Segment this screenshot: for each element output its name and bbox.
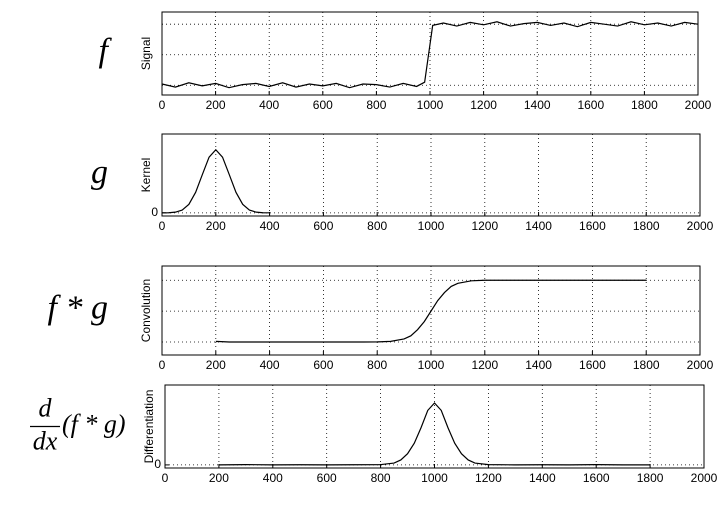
x-tick-label: 1800: [637, 471, 664, 485]
y-axis-label: Convolution: [139, 279, 153, 342]
x-tick-label: 200: [206, 219, 226, 233]
x-tick-label: 0: [162, 471, 169, 485]
x-tick-label: 1600: [579, 219, 606, 233]
x-tick-label: 400: [263, 471, 283, 485]
line-series: [161, 148, 270, 214]
line-series: [161, 21, 699, 89]
x-tick-label: 800: [366, 98, 386, 112]
x-tick-label: 0: [159, 358, 166, 372]
y-axis-label: Differentiation: [142, 390, 156, 464]
x-tick-label: 400: [260, 219, 280, 233]
x-tick-label: 2000: [687, 219, 714, 233]
x-tick-label: 2000: [685, 98, 712, 112]
x-tick-label: 1200: [471, 219, 498, 233]
x-tick-label: 1000: [421, 471, 448, 485]
x-tick-label: 2000: [687, 358, 714, 372]
x-tick-label: 1400: [529, 471, 556, 485]
x-tick-label: 1000: [418, 219, 445, 233]
x-tick-label: 0: [159, 219, 166, 233]
y-tick-label: 0: [154, 457, 161, 471]
x-tick-label: 0: [159, 98, 166, 112]
x-tick-label: 1800: [633, 219, 660, 233]
y-axis-label: Kernel: [139, 158, 153, 193]
x-tick-label: 1200: [475, 471, 502, 485]
x-tick-label: 1000: [418, 358, 445, 372]
y-tick-label: 0: [151, 205, 158, 219]
x-tick-label: 1800: [631, 98, 658, 112]
row-label: f * g: [48, 289, 108, 326]
x-tick-label: 600: [317, 471, 337, 485]
x-tick-label: 2000: [691, 471, 718, 485]
line-series: [215, 279, 647, 343]
x-tick-label: 1600: [583, 471, 610, 485]
x-tick-label: 200: [206, 358, 226, 372]
x-tick-label: 1400: [525, 219, 552, 233]
fraction-operand: (f * g): [62, 409, 126, 438]
x-tick-label: 800: [371, 471, 391, 485]
x-tick-label: 1400: [524, 98, 551, 112]
x-tick-label: 200: [209, 471, 229, 485]
x-tick-label: 1200: [470, 98, 497, 112]
x-tick-label: 1000: [417, 98, 444, 112]
x-tick-label: 600: [313, 98, 333, 112]
x-tick-label: 400: [260, 358, 280, 372]
x-tick-label: 800: [367, 358, 387, 372]
x-tick-label: 600: [313, 219, 333, 233]
row-label: g: [91, 154, 108, 191]
x-tick-label: 200: [206, 98, 226, 112]
x-tick-label: 1600: [579, 358, 606, 372]
x-tick-label: 600: [313, 358, 333, 372]
x-tick-label: 1200: [471, 358, 498, 372]
x-tick-label: 400: [259, 98, 279, 112]
x-tick-label: 1800: [633, 358, 660, 372]
x-tick-label: 1600: [577, 98, 604, 112]
line-series: [218, 402, 651, 466]
row-label: f: [99, 32, 113, 69]
fraction-denominator: dx: [33, 426, 58, 455]
y-axis-label: Signal: [139, 37, 153, 70]
x-tick-label: 800: [367, 219, 387, 233]
x-tick-label: 1400: [525, 358, 552, 372]
fraction-numerator: d: [39, 393, 53, 422]
